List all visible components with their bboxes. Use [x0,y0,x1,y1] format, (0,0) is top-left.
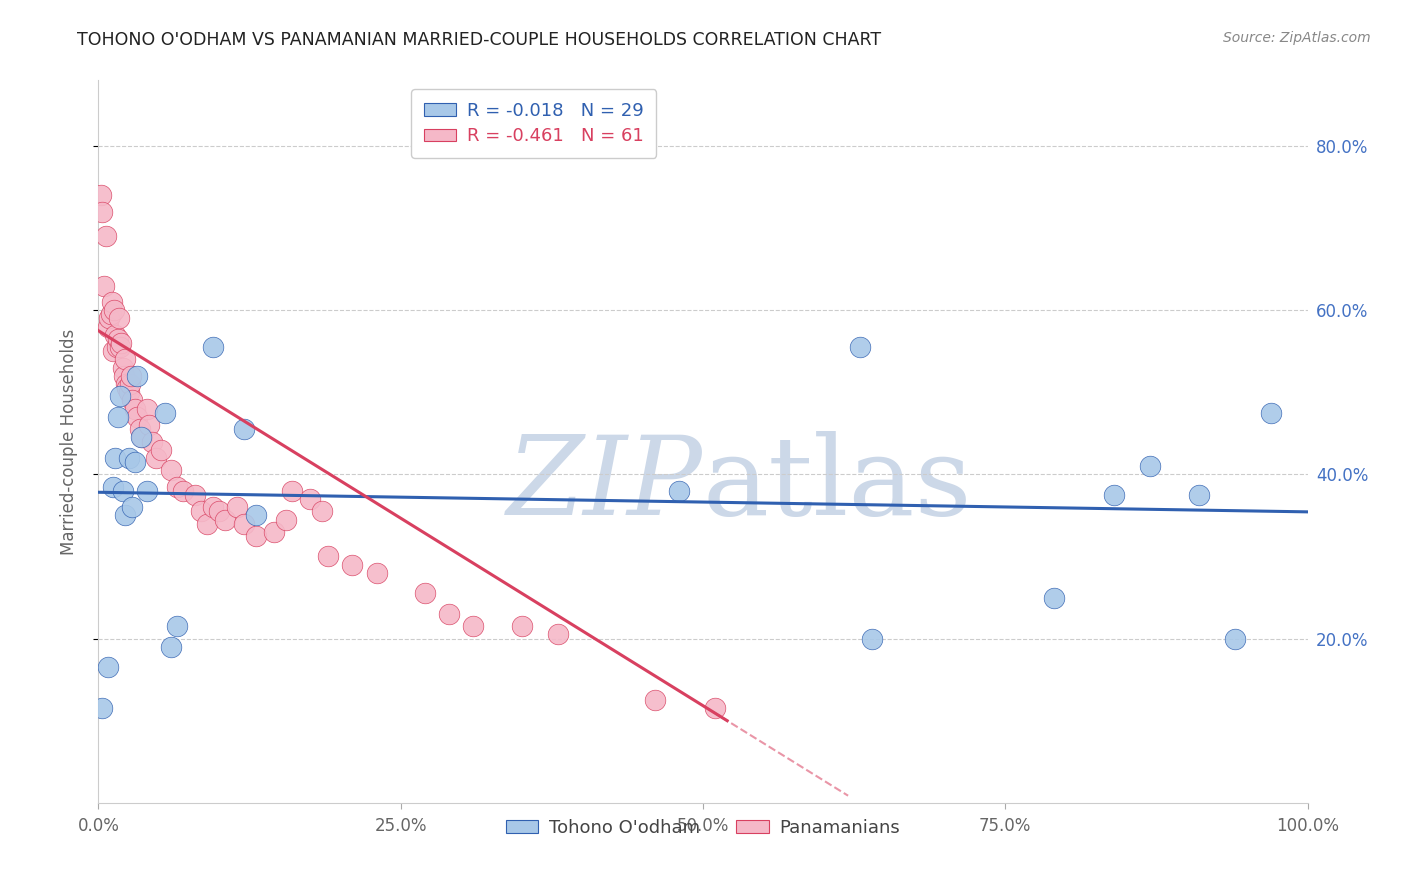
Point [107,409,129,424]
Point [118,385,141,400]
Point [90,188,112,202]
Point [127,368,149,383]
Point [668,483,690,498]
Point [274,512,297,526]
Point [299,491,322,506]
Point [226,500,249,515]
Point [208,504,231,518]
Point [860,632,883,646]
Point [172,483,194,498]
Point [91,701,114,715]
Point [141,434,163,449]
Point [114,508,136,523]
Point [131,430,153,444]
Point [103,303,125,318]
Point [114,352,136,367]
Point [849,340,872,354]
Point [97,660,120,674]
Point [104,327,127,342]
Point [100,295,122,310]
Point [166,480,188,494]
Point [98,311,121,326]
Text: ZIP: ZIP [508,431,703,539]
Y-axis label: Married-couple Households: Married-couple Households [59,328,77,555]
Point [704,701,727,715]
Point [112,368,135,383]
Point [110,336,132,351]
Point [1102,488,1125,502]
Point [120,368,142,383]
Point [145,450,167,465]
Point [160,640,183,654]
Point [129,430,152,444]
Point [121,500,143,515]
Point [118,377,141,392]
Point [118,450,141,465]
Point [111,483,134,498]
Point [190,504,212,518]
Point [184,488,207,502]
Point [124,401,146,416]
Point [202,500,225,515]
Point [127,409,149,424]
Point [1223,632,1246,646]
Point [342,558,364,572]
Point [245,529,267,543]
Point [101,480,124,494]
Point [413,586,436,600]
Point [232,422,254,436]
Point [91,204,114,219]
Point [115,377,138,392]
Legend: Tohono O'odham, Panamanians: Tohono O'odham, Panamanians [499,812,907,845]
Point [104,450,127,465]
Point [437,607,460,621]
Point [153,406,176,420]
Point [97,319,120,334]
Text: TOHONO O'ODHAM VS PANAMANIAN MARRIED-COUPLE HOUSEHOLDS CORRELATION CHART: TOHONO O'ODHAM VS PANAMANIAN MARRIED-COU… [77,31,882,49]
Point [93,278,115,293]
Point [214,512,236,526]
Point [117,381,139,395]
Point [108,340,131,354]
Point [1042,591,1064,605]
Point [547,627,569,641]
Point [1260,406,1282,420]
Point [94,229,117,244]
Point [263,524,285,539]
Point [108,389,131,403]
Point [195,516,218,531]
Point [1139,459,1161,474]
Text: Source: ZipAtlas.com: Source: ZipAtlas.com [1223,31,1371,45]
Point [281,483,304,498]
Point [105,340,128,354]
Point [366,566,388,580]
Point [166,619,188,633]
Point [121,393,143,408]
Point [510,619,533,633]
Point [316,549,339,564]
Point [101,344,124,359]
Point [160,463,183,477]
Point [311,504,333,518]
Point [124,455,146,469]
Point [202,340,225,354]
Point [1188,488,1211,502]
Point [150,442,173,457]
Point [108,311,131,326]
Point [138,418,160,433]
Point [100,307,122,321]
Point [644,693,666,707]
Point [135,401,157,416]
Point [111,360,134,375]
Point [128,422,150,436]
Text: atlas: atlas [703,432,973,539]
Point [245,508,267,523]
Point [135,483,157,498]
Point [232,516,254,531]
Point [107,332,129,346]
Point [463,619,485,633]
